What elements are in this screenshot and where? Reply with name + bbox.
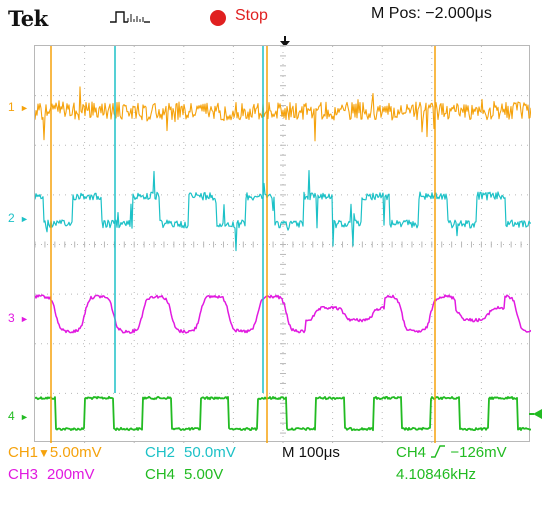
readout-panel: CH1▼5.00mV CH2 50.0mV M 100μs CH4 −126mV … bbox=[0, 440, 550, 509]
ch2-trace bbox=[35, 169, 531, 252]
rising-edge-icon bbox=[431, 445, 446, 458]
ch4-ground-marker[interactable]: 4 ► bbox=[8, 409, 29, 423]
timebase-readout[interactable]: M 100μs bbox=[282, 444, 340, 461]
ch1-marker-arrow-icon: ► bbox=[20, 103, 29, 113]
ch1-coupling-icon: ▼ bbox=[38, 446, 50, 460]
status-bar: Tek Stop M Pos: −2.000μs bbox=[0, 0, 550, 34]
stop-indicator-icon bbox=[210, 10, 226, 26]
brand-logo: Tek bbox=[8, 6, 48, 31]
ch3-marker-arrow-icon: ► bbox=[20, 314, 29, 324]
trigger-ready-icon bbox=[110, 11, 150, 23]
ch1-ground-marker[interactable]: 1 ► bbox=[8, 100, 29, 114]
stop-label: Stop bbox=[235, 7, 268, 24]
trigger-position-marker-icon bbox=[280, 36, 290, 47]
ch3-ground-marker[interactable]: 3 ► bbox=[8, 311, 29, 325]
waveform-display bbox=[35, 46, 531, 443]
trigger-level-marker-icon[interactable] bbox=[529, 407, 543, 421]
trigger-readout[interactable]: CH4 −126mV bbox=[396, 444, 507, 461]
ch4-trace bbox=[35, 395, 531, 432]
ch4-marker-arrow-icon: ► bbox=[20, 412, 29, 422]
ch1-readout[interactable]: CH1▼5.00mV bbox=[8, 444, 102, 461]
ch2-readout[interactable]: CH2 50.0mV bbox=[145, 444, 236, 461]
ch1-trace bbox=[35, 86, 531, 142]
frequency-readout: 4.10846kHz bbox=[396, 466, 477, 483]
graticule bbox=[34, 45, 531, 443]
horizontal-position-readout: M Pos: −2.000μs bbox=[371, 5, 492, 22]
ch4-readout[interactable]: CH4 5.00V bbox=[145, 466, 224, 483]
ch3-trace bbox=[35, 294, 531, 334]
ch2-ground-marker[interactable]: 2 ► bbox=[8, 211, 29, 225]
ch2-marker-arrow-icon: ► bbox=[20, 214, 29, 224]
ch3-readout[interactable]: CH3 200mV bbox=[8, 466, 95, 483]
